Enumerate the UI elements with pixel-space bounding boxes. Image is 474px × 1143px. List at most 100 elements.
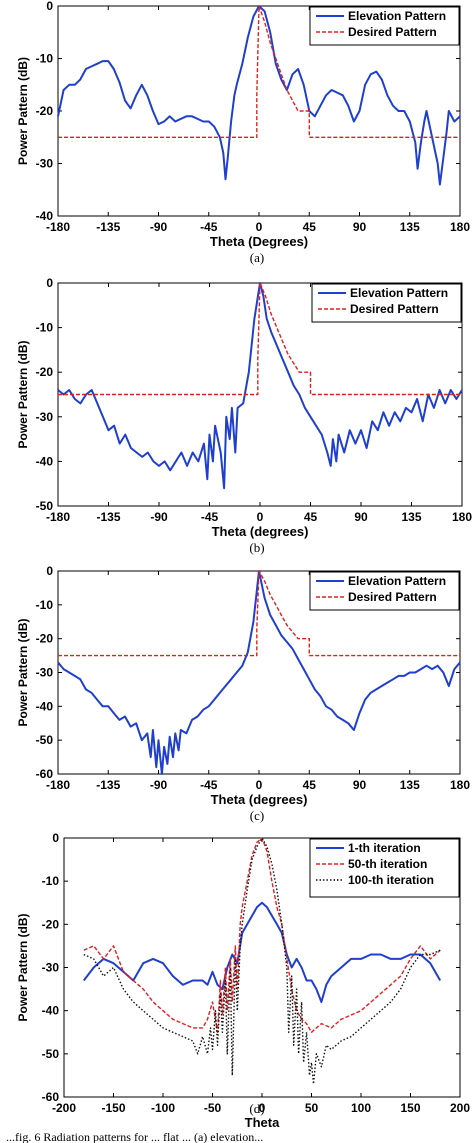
- x-tick-label: 180: [450, 220, 470, 234]
- series-line-2: [58, 5, 460, 139]
- x-tick-label: 90: [353, 220, 367, 234]
- x-tick-label: 0: [257, 510, 264, 524]
- series-line-2: [83, 837, 441, 1034]
- x-tick-label: 0: [259, 1101, 266, 1115]
- x-tick-label: 100: [351, 1101, 371, 1115]
- y-tick-label: -30: [36, 157, 54, 171]
- panel-caption: (a): [250, 250, 264, 265]
- y-tick-label: -40: [36, 454, 54, 468]
- legend-label: 100-th iteration: [348, 873, 434, 887]
- x-tick-label: 0: [256, 220, 263, 234]
- figure-caption: ...fig. 6 Radiation patterns for ... fla…: [6, 1130, 263, 1143]
- x-tick-label: -90: [150, 220, 168, 234]
- x-tick-label: 135: [401, 510, 421, 524]
- x-tick-label: -180: [46, 778, 70, 792]
- x-tick-label: 90: [353, 778, 367, 792]
- x-tick-label: -180: [46, 220, 70, 234]
- x-tick-label: -90: [150, 510, 168, 524]
- x-tick-label: -200: [52, 1101, 76, 1115]
- x-tick-label: -90: [150, 778, 168, 792]
- y-tick-label: -20: [42, 917, 60, 931]
- legend-label: Desired Pattern: [350, 302, 439, 316]
- x-tick-label: 50: [305, 1101, 319, 1115]
- y-tick-label: -30: [36, 666, 54, 680]
- legend-label: Desired Pattern: [348, 25, 437, 39]
- series-line-1: [57, 5, 461, 186]
- x-tick-label: 45: [303, 778, 317, 792]
- y-tick-label: -50: [36, 733, 54, 747]
- x-tick-label: 135: [400, 778, 420, 792]
- legend-label: 50-th iteration: [348, 857, 427, 871]
- x-tick-label: -135: [96, 220, 120, 234]
- x-tick-label: 200: [450, 1101, 470, 1115]
- legend-box: [309, 571, 460, 611]
- y-tick-label: -30: [42, 961, 60, 975]
- y-tick-label: -50: [36, 499, 54, 513]
- y-tick-label: -60: [42, 1090, 60, 1104]
- y-tick-label: 0: [46, 0, 53, 13]
- x-tick-label: 90: [354, 510, 368, 524]
- x-tick-label: 180: [452, 510, 472, 524]
- legend-label: 1-th iteration: [348, 841, 421, 855]
- panel-caption: (b): [249, 540, 264, 555]
- y-tick-label: 0: [46, 564, 53, 578]
- x-tick-label: -50: [204, 1101, 222, 1115]
- y-tick-label: 0: [52, 831, 59, 845]
- series-line-2: [58, 282, 462, 396]
- y-tick-label: -20: [36, 104, 54, 118]
- y-tick-label: -20: [36, 632, 54, 646]
- y-tick-label: -30: [36, 410, 54, 424]
- x-tick-label: -45: [200, 220, 218, 234]
- x-axis-label: Theta (degrees): [212, 524, 309, 539]
- x-tick-label: -45: [200, 778, 218, 792]
- x-tick-label: -180: [46, 510, 70, 524]
- series-line-3: [83, 837, 441, 1085]
- y-axis-label: Power Pattern (dB): [16, 57, 30, 165]
- y-axis-label: Power Pattern (dB): [16, 618, 30, 726]
- y-tick-label: -50: [42, 1047, 60, 1061]
- chart-panel-1: -180 -135 -90 -45 0 45 90 135 180 0 -10 -20 -30 -40 El…: [16, 0, 470, 265]
- series-line-1: [57, 282, 463, 490]
- x-axis-label: Theta: [245, 1115, 280, 1130]
- legend-label: Elevation Pattern: [348, 574, 446, 588]
- y-tick-label: -40: [36, 699, 54, 713]
- y-tick-label: -40: [42, 1004, 60, 1018]
- x-axis-label: Theta (degrees): [211, 792, 308, 807]
- series-line-2: [58, 570, 460, 657]
- y-tick-label: -10: [36, 598, 54, 612]
- x-tick-label: -100: [151, 1101, 175, 1115]
- x-tick-label: 135: [400, 220, 420, 234]
- y-tick-label: 0: [46, 276, 53, 290]
- x-tick-label: 45: [304, 510, 318, 524]
- x-axis-label: Theta (Degrees): [210, 234, 308, 249]
- y-tick-label: -10: [42, 874, 60, 888]
- x-tick-label: 180: [450, 778, 470, 792]
- x-tick-label: -135: [96, 778, 120, 792]
- x-tick-label: 0: [256, 778, 263, 792]
- y-axis-label: Power Pattern (dB): [16, 913, 30, 1021]
- legend-label: Desired Pattern: [348, 590, 437, 604]
- x-tick-label: 150: [400, 1101, 420, 1115]
- y-axis-label: Power Pattern (dB): [16, 340, 30, 448]
- series-line-1: [83, 901, 442, 1003]
- chart-panel-3: -180 -135 -90 -45 0 45 90 135 180 0 -10 -20 -30 -40 -5…: [16, 564, 470, 823]
- y-tick-label: -60: [36, 767, 54, 781]
- legend-box: [311, 283, 462, 323]
- legend-label: Elevation Pattern: [348, 9, 446, 23]
- x-tick-label: 45: [303, 220, 317, 234]
- panel-caption: (d): [249, 1101, 264, 1116]
- y-tick-label: -10: [36, 321, 54, 335]
- x-tick-label: -45: [201, 510, 219, 524]
- panel-caption: (c): [250, 808, 264, 823]
- chart-panel-4: -200 -150 -100 -50 0 50 100 150 200 0 -10 -20 -30 -40…: [16, 831, 470, 1130]
- series-line-1: [57, 570, 461, 775]
- legend-box: [309, 6, 460, 46]
- y-tick-label: -40: [36, 209, 54, 223]
- chart-panel-2: -180 -135 -90 -45 0 45 90 135 180 0 -10 -20 -30 -40 -5…: [16, 276, 472, 555]
- y-tick-label: -10: [36, 52, 54, 66]
- y-tick-label: -20: [36, 365, 54, 379]
- x-tick-label: -150: [101, 1101, 125, 1115]
- x-tick-label: -135: [96, 510, 120, 524]
- legend-label: Elevation Pattern: [350, 286, 448, 300]
